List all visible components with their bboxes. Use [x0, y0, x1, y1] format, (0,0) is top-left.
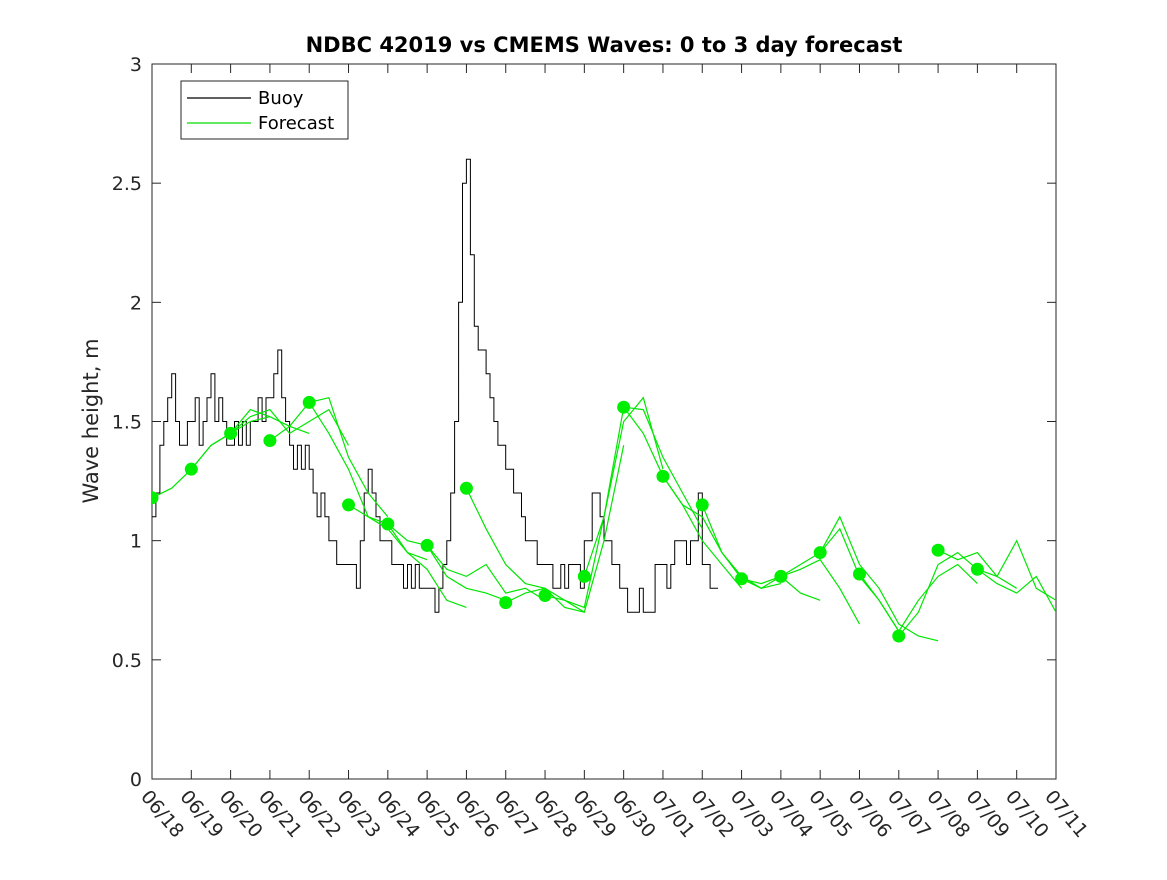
plot-area: 00.511.522.5306/1806/1906/2006/2106/2206… [112, 54, 1092, 842]
forecast-marker [342, 498, 356, 512]
forecast-run-line [819, 515, 939, 642]
forecast-run-line [937, 539, 1056, 601]
forecast-marker [302, 395, 316, 409]
y-tick-label: 1 [130, 531, 142, 553]
forecast-marker [224, 426, 238, 440]
legend-label: Forecast [258, 113, 334, 134]
y-tick-label: 3 [130, 54, 142, 76]
forecast-marker [735, 572, 749, 586]
legend-label: Buoy [258, 88, 304, 109]
forecast-marker [184, 462, 198, 476]
forecast-marker [813, 546, 827, 560]
forecast-run-line [387, 523, 506, 601]
forecast-marker [420, 538, 434, 552]
forecast-marker [892, 629, 906, 643]
forecast-marker [852, 567, 866, 581]
forecast-marker [931, 543, 945, 557]
forecast-run-line [465, 487, 585, 613]
forecast-run-line [701, 504, 821, 601]
forecast-run-line [741, 558, 861, 625]
forecast-marker [263, 434, 277, 448]
axes-box [151, 63, 1057, 780]
forecast-run-line [859, 563, 978, 633]
forecast-run-line [426, 545, 546, 601]
forecast-marker [695, 498, 709, 512]
forecast-run-line [583, 406, 703, 577]
forecast-run-line [230, 408, 350, 446]
forecast-run-line [348, 504, 467, 608]
forecast-marker [499, 596, 513, 610]
y-tick-label: 0.5 [112, 650, 142, 672]
forecast-marker [617, 400, 631, 414]
forecast-marker [970, 562, 984, 576]
forecast-marker [577, 569, 591, 583]
forecast-run-line [269, 396, 389, 518]
y-tick-label: 2.5 [112, 173, 142, 195]
legend-box [180, 80, 349, 140]
forecast-marker [152, 491, 159, 505]
buoy-series-line [152, 158, 718, 613]
legend: Buoy Forecast [180, 80, 349, 140]
y-tick-label: 0 [130, 769, 142, 791]
forecast-run-line [977, 568, 1056, 613]
forecast-marker [774, 569, 788, 583]
forecast-marker [381, 517, 395, 531]
forecast-marker [656, 469, 670, 483]
chart-title: NDBC 42019 vs CMEMS Waves: 0 to 3 day fo… [306, 33, 903, 57]
series-group [152, 158, 1056, 643]
y-tick-label: 2 [130, 292, 142, 314]
forecast-marker [538, 588, 552, 602]
forecast-marker [459, 481, 473, 495]
y-axis-label: Wave height, m [79, 338, 103, 503]
y-tick-label: 1.5 [112, 412, 142, 434]
